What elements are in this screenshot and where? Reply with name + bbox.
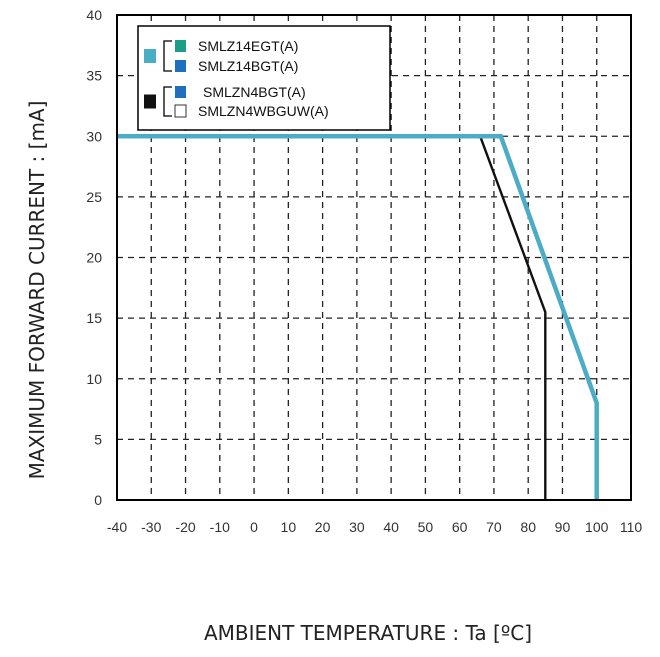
x-tick-label: 110 bbox=[620, 519, 643, 535]
x-tick-label: 60 bbox=[452, 519, 468, 535]
x-tick-label: 50 bbox=[418, 519, 434, 535]
legend-entry-swatch bbox=[175, 60, 186, 72]
x-tick-label: 30 bbox=[349, 519, 365, 535]
legend-entry-label: SMLZN4WBGUW(A) bbox=[198, 103, 329, 119]
legend-group-swatch bbox=[144, 94, 156, 109]
y-tick-label: 0 bbox=[94, 492, 102, 508]
y-tick-label: 30 bbox=[86, 128, 102, 144]
x-tick-label: 90 bbox=[555, 519, 571, 535]
legend: SMLZ14EGT(A) SMLZ14BGT(A) SMLZN4BGT(A) SMLZ… bbox=[137, 25, 391, 131]
y-tick-label: 20 bbox=[86, 250, 102, 266]
legend-entry-swatch bbox=[174, 104, 187, 118]
x-tick-label: 80 bbox=[520, 519, 536, 535]
y-tick-label: 40 bbox=[86, 7, 102, 23]
y-tick-label: 5 bbox=[94, 431, 102, 447]
series-line-blue bbox=[117, 134, 599, 500]
y-axis-title: MAXIMUM FORWARD CURRENT : [mA] bbox=[25, 101, 49, 480]
x-tick-labels: -40 -30 -20 -10 0 10 20 30 40 50 60 70 80 90 100 110 bbox=[107, 519, 642, 535]
legend-bracket bbox=[163, 86, 172, 117]
y-tick-label: 10 bbox=[86, 371, 102, 387]
legend-bracket bbox=[163, 40, 172, 72]
x-tick-label: 0 bbox=[250, 519, 258, 535]
legend-entry-swatch bbox=[175, 86, 186, 98]
x-tick-label: 100 bbox=[585, 519, 609, 535]
legend-group-swatch bbox=[144, 49, 156, 63]
plot-frame bbox=[116, 14, 632, 501]
x-axis-title: AMBIENT TEMPERATURE : Ta [ºC] bbox=[204, 621, 532, 645]
x-tick-label: -10 bbox=[210, 519, 230, 535]
x-tick-label: -40 bbox=[107, 519, 127, 535]
legend-entry-label: SMLZ14EGT(A) bbox=[198, 38, 298, 54]
legend-entry-label: SMLZ14BGT(A) bbox=[198, 58, 298, 74]
series-layer bbox=[117, 134, 599, 500]
x-tick-label: 70 bbox=[486, 519, 502, 535]
y-tick-label: 25 bbox=[86, 189, 102, 205]
y-tick-labels: 0 5 10 15 20 25 30 35 40 bbox=[86, 7, 102, 508]
x-tick-label: 10 bbox=[281, 519, 297, 535]
legend-entry-label: SMLZN4BGT(A) bbox=[203, 84, 306, 100]
x-tick-label: 20 bbox=[315, 519, 331, 535]
x-tick-label: -30 bbox=[141, 519, 161, 535]
x-tick-label: -20 bbox=[175, 519, 195, 535]
y-tick-label: 15 bbox=[86, 310, 102, 326]
legend-entry-swatch bbox=[175, 40, 186, 52]
x-tick-label: 40 bbox=[383, 519, 399, 535]
y-tick-label: 35 bbox=[86, 68, 102, 84]
